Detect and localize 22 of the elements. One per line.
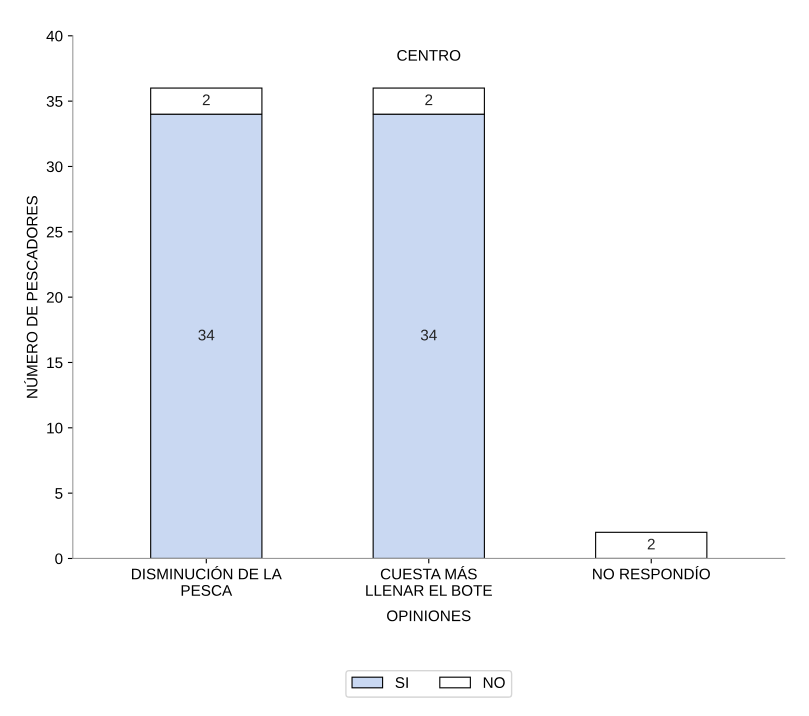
- y-tick-label: 35: [46, 96, 62, 107]
- y-tick-label: 5: [55, 488, 62, 499]
- x-tick-label: CUESTA MÁS LLENAR EL BOTE: [366, 566, 492, 596]
- y-tick-label: 40: [46, 30, 62, 42]
- y-axis-title: NÚMERO DE PESCADORES: [24, 196, 38, 398]
- y-tick-label: 10: [47, 422, 62, 434]
- x-tick-label: NO RESPONDÍO: [593, 566, 710, 580]
- legend-label: NO: [484, 677, 505, 688]
- data-label: 34: [198, 330, 214, 340]
- y-tick-label: 20: [46, 292, 62, 303]
- data-label: 34: [420, 330, 437, 340]
- data-label: 2: [648, 538, 655, 550]
- data-label: 2: [425, 94, 432, 106]
- data-label: 2: [202, 94, 210, 106]
- y-tick-label: 25: [46, 226, 62, 238]
- y-tick-label: 15: [47, 358, 62, 368]
- x-axis-title: OPINIONES: [387, 610, 471, 622]
- y-tick-label: 30: [46, 161, 62, 172]
- legend-label: SI: [396, 677, 408, 688]
- x-tick-label: DISMINUCIÓN DE LA PESCA: [132, 566, 282, 596]
- text: CENTRO: [397, 50, 460, 61]
- y-tick-label: 0: [55, 553, 62, 564]
